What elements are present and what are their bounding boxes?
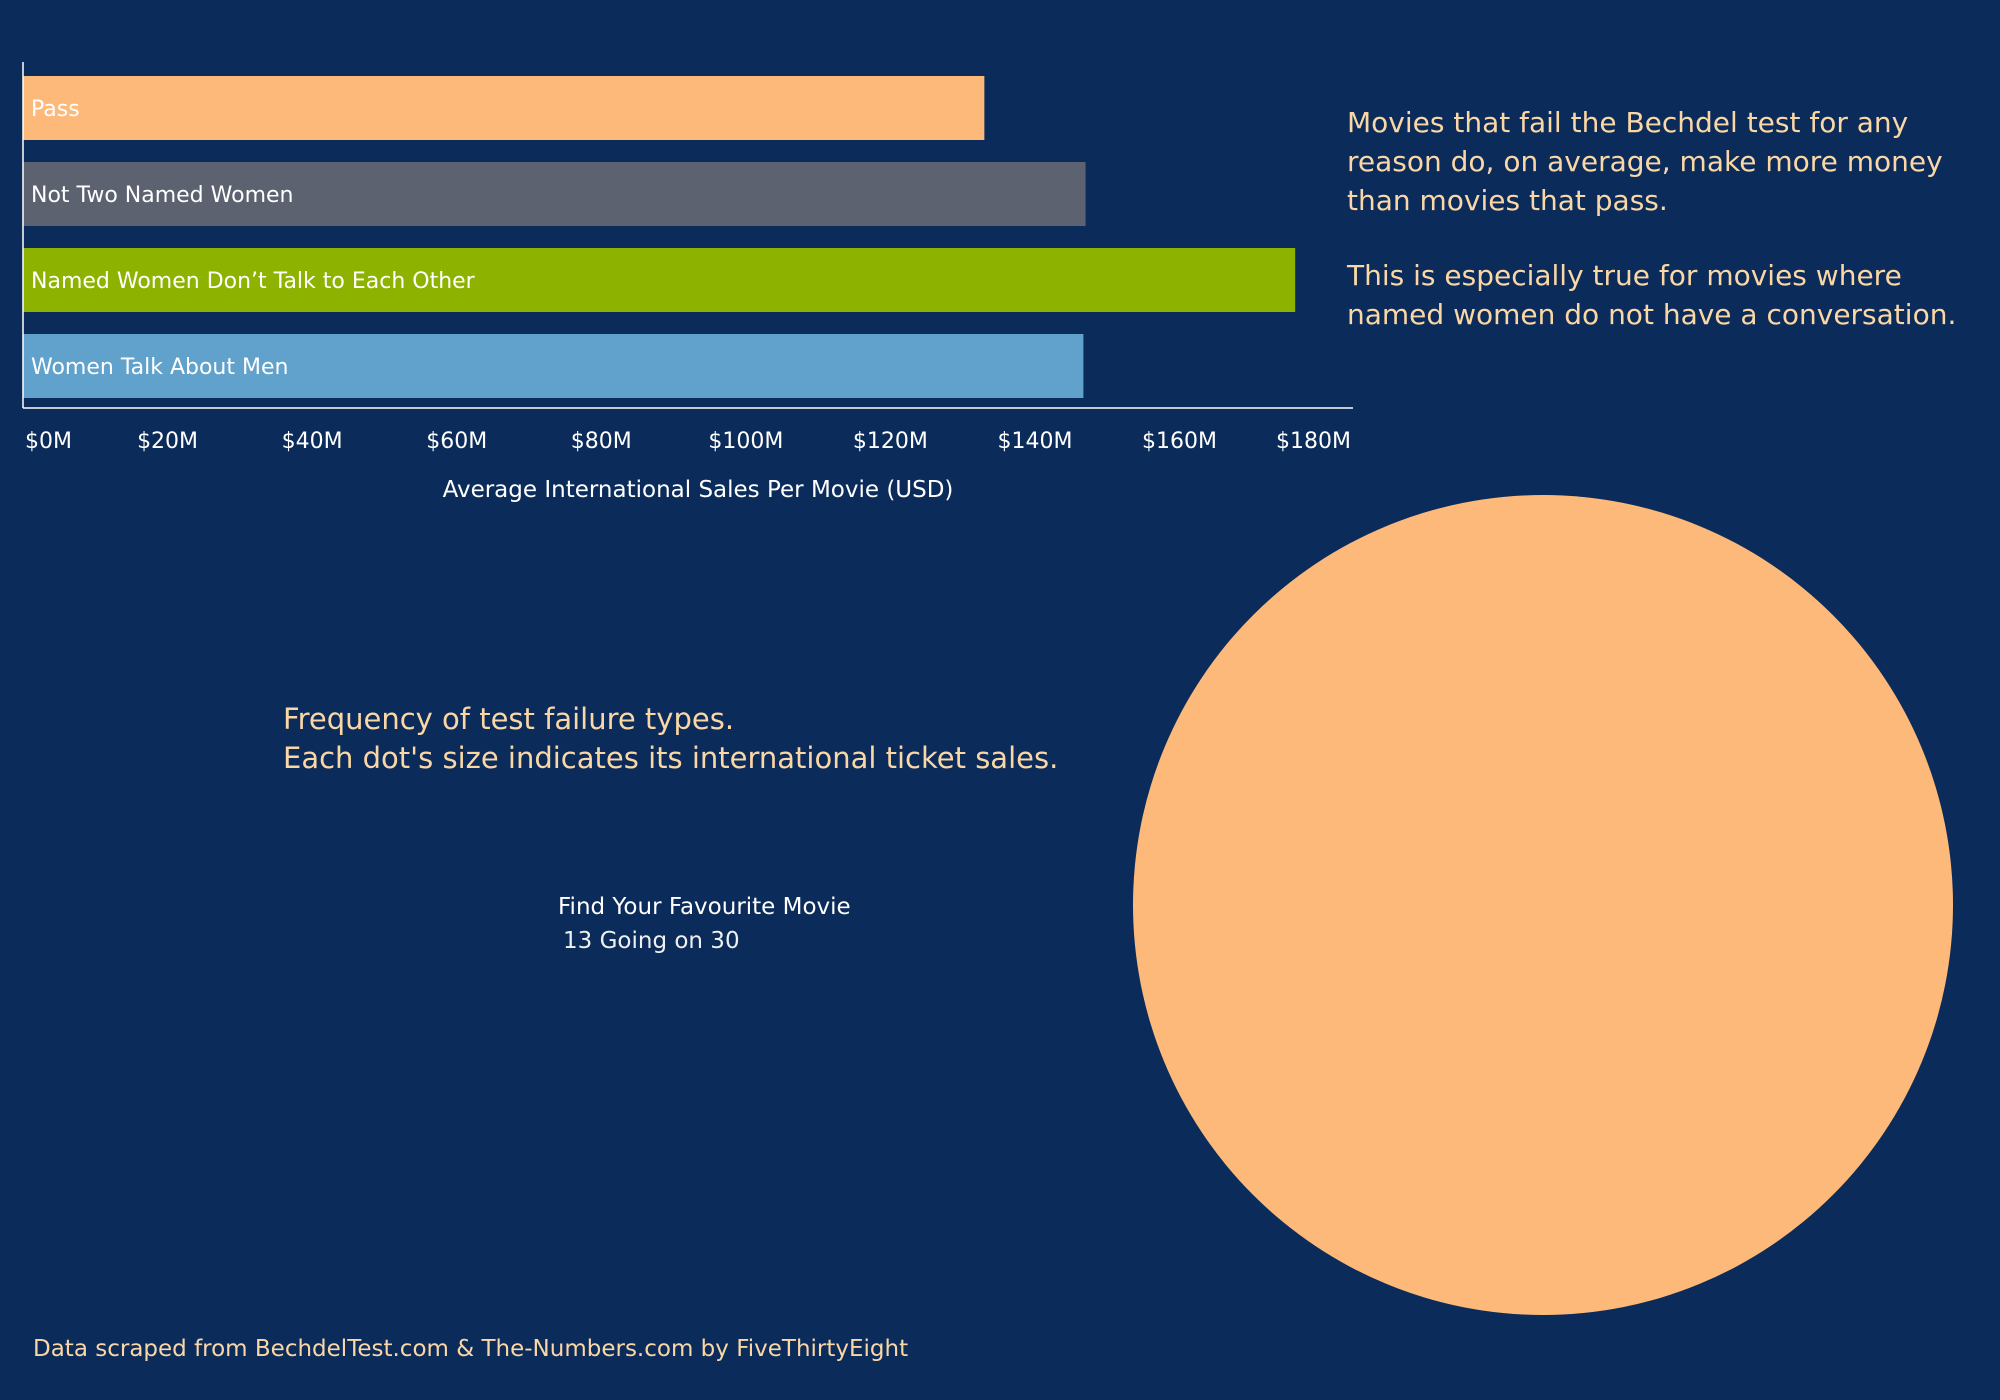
bubble-point[interactable] (1133, 495, 1953, 1315)
bar (23, 334, 1084, 398)
x-tick-label: $180M (1276, 429, 1351, 454)
bar (23, 162, 1086, 226)
movie-finder[interactable]: Find Your Favourite Movie 13 Going on 30 (558, 890, 851, 958)
x-tick-label: $100M (708, 429, 783, 454)
bubble-chart-title: Frequency of test failure types. Each do… (283, 700, 1183, 778)
bar-chart: Pass Not Two Named Women Named Women Don’t… (22, 62, 1353, 503)
x-tick-label: $0M (25, 429, 72, 454)
bar-label: Pass (31, 97, 80, 122)
annotation-line: than movies that pass. (1347, 184, 1668, 217)
movie-finder-value[interactable]: 13 Going on 30 (563, 928, 740, 954)
x-axis-title: Average International Sales Per Movie (U… (443, 477, 954, 503)
footer-source: Data scraped from BechdelTest.com & The-… (33, 1336, 909, 1362)
x-tick-label: $160M (1142, 429, 1217, 454)
x-tick-label: $60M (426, 429, 487, 454)
annotation-secondary: This is especially true for movies where… (1347, 256, 1967, 334)
movie-finder-label: Find Your Favourite Movie (558, 894, 851, 920)
bar-label: Women Talk About Men (31, 355, 288, 380)
annotation-line: reason do, on average, make more money (1347, 145, 1943, 178)
bar-label: Named Women Don’t Talk to Each Other (31, 269, 476, 294)
annotation-line: This is especially true for movies where (1347, 259, 1902, 292)
bar (23, 76, 985, 140)
x-tick-label: $120M (853, 429, 928, 454)
bubble-title-line: Frequency of test failure types. (283, 702, 735, 736)
bar (23, 248, 1296, 312)
annotation-main: Movies that fail the Bechdel test for an… (1347, 103, 1967, 220)
bubble-chart (1133, 495, 1953, 1315)
x-tick-label: $40M (282, 429, 343, 454)
x-tick-label: $140M (997, 429, 1072, 454)
annotation-line: Movies that fail the Bechdel test for an… (1347, 106, 1909, 139)
bar-label: Not Two Named Women (31, 183, 293, 208)
annotation-line: named women do not have a conversation. (1347, 298, 1957, 331)
x-tick-label: $80M (571, 429, 632, 454)
x-tick-label: $20M (137, 429, 198, 454)
bubble-title-line: Each dot's size indicates its internatio… (283, 741, 1059, 775)
